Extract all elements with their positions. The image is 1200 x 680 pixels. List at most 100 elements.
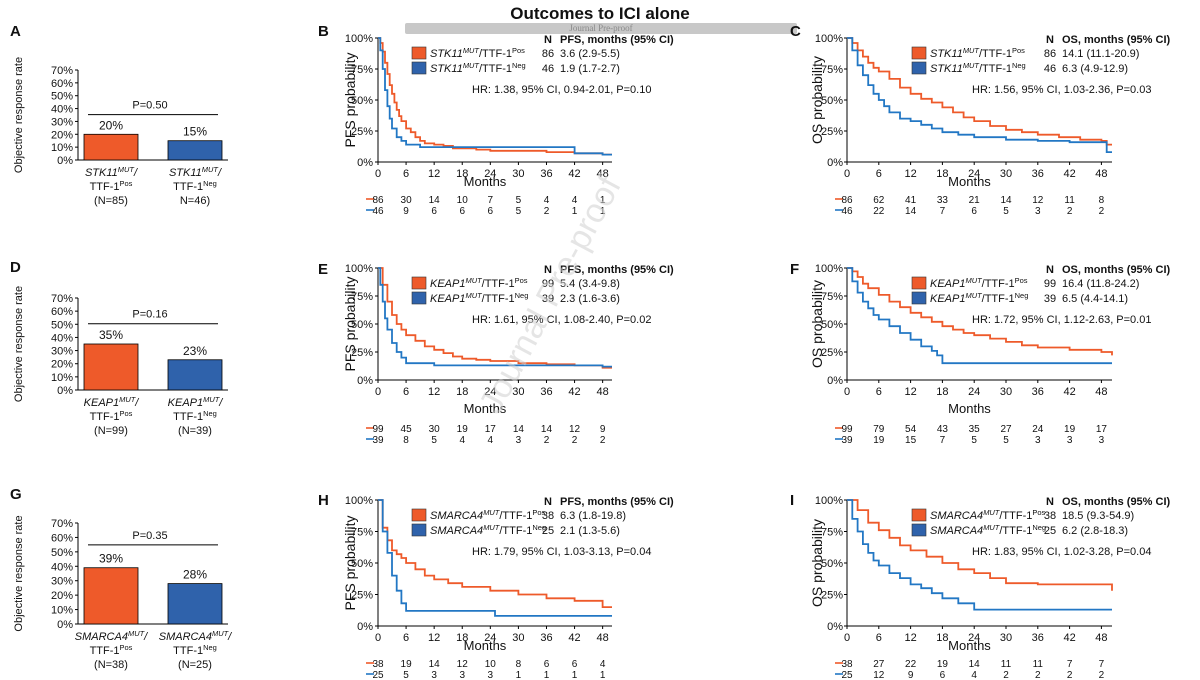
x-tick-label: 42 xyxy=(568,632,580,644)
hazard-ratio-text: HR: 1.38, 95% CI, 0.94-2.01, P=0.10 xyxy=(472,84,651,96)
x-tick-label: 36 xyxy=(540,632,552,644)
legend-n: 99 xyxy=(542,278,554,290)
risk-count: 38 xyxy=(841,659,853,670)
risk-count: 2 xyxy=(572,435,578,446)
risk-count: 15 xyxy=(905,435,917,446)
x-tick-label: 0 xyxy=(844,632,850,644)
legend-n: 38 xyxy=(542,510,554,522)
legend-swatch xyxy=(911,276,927,290)
risk-count: 7 xyxy=(488,195,494,206)
risk-count: 2 xyxy=(1003,670,1009,680)
legend-label: STK11MUT/TTF-1Neg xyxy=(430,61,526,75)
x-tick-label: 36 xyxy=(1032,168,1044,180)
legend-stat: 16.4 (11.8-24.2) xyxy=(1062,278,1139,290)
legend-n: 46 xyxy=(1044,63,1056,75)
x-tick-label: 42 xyxy=(568,168,580,180)
survival-curve xyxy=(378,499,612,608)
risk-count: 2 xyxy=(544,206,550,217)
risk-count: 3 xyxy=(1099,435,1105,446)
bar-panel-A: A0%10%20%30%40%50%60%70%Objective respon… xyxy=(10,23,228,207)
risk-count: 2 xyxy=(1067,206,1073,217)
x-tick-label: 6 xyxy=(876,632,882,644)
risk-count: 1 xyxy=(600,670,606,680)
legend-stat: 1.9 (1.7-2.7) xyxy=(560,63,620,75)
legend-n: 25 xyxy=(542,525,554,537)
x-tick-label: 6 xyxy=(403,168,409,180)
risk-count: 6 xyxy=(459,206,465,217)
risk-count: 43 xyxy=(937,424,949,435)
y-tick-label: 40% xyxy=(51,332,73,344)
x-tick-label: 36 xyxy=(540,168,552,180)
x-tick-label: 24 xyxy=(968,386,980,398)
legend-header-n: N xyxy=(544,496,552,508)
x-tick-label: 12 xyxy=(428,632,440,644)
x-tick-label: 30 xyxy=(1000,168,1012,180)
y-tick-label: 10% xyxy=(51,142,73,154)
legend-label: KEAP1MUT/TTF-1Pos xyxy=(430,276,528,290)
risk-count: 54 xyxy=(905,424,917,435)
legend-header-n: N xyxy=(1046,34,1054,46)
legend-header-stat: PFS, months (95% CI) xyxy=(560,496,674,508)
panel-letter: F xyxy=(790,261,799,278)
risk-count: 1 xyxy=(544,670,550,680)
x-tick-label: 12 xyxy=(904,632,916,644)
y-axis-label: PFS probability xyxy=(342,516,358,611)
x-tick-label: 6 xyxy=(403,386,409,398)
legend-stat: 6.5 (4.4-14.1) xyxy=(1062,293,1128,305)
y-tick-label: 0% xyxy=(827,621,843,633)
survival-curve xyxy=(378,499,612,617)
risk-count: 3 xyxy=(1067,435,1073,446)
risk-count: 9 xyxy=(403,206,409,217)
y-tick-label: 50% xyxy=(351,319,373,331)
panel-letter: E xyxy=(318,261,328,278)
x-tick-label: 48 xyxy=(1095,632,1107,644)
risk-count: 19 xyxy=(937,659,949,670)
risk-count: 14 xyxy=(1000,195,1012,206)
risk-count: 41 xyxy=(905,195,917,206)
risk-count: 2 xyxy=(1067,670,1073,680)
risk-count: 25 xyxy=(841,670,853,680)
bar-panel-G: G 0% 10% 20% 30% 40% 50% 60% 70% Objective respon… xyxy=(10,486,232,671)
risk-count: 1 xyxy=(600,195,606,206)
risk-count: 35 xyxy=(969,424,981,435)
risk-count: 7 xyxy=(940,435,946,446)
category-label-gene: STK11MUT/ xyxy=(85,165,138,179)
risk-count: 3 xyxy=(488,670,494,680)
legend-header-stat: OS, months (95% CI) xyxy=(1062,34,1171,46)
y-tick-label: 40% xyxy=(51,104,73,116)
y-axis-label: Objective response rate xyxy=(13,515,25,631)
x-tick-label: 42 xyxy=(1063,168,1075,180)
x-tick-label: 0 xyxy=(844,168,850,180)
y-tick-label: 60% xyxy=(51,78,73,90)
x-tick-label: 48 xyxy=(1095,386,1107,398)
risk-count: 14 xyxy=(541,424,553,435)
legend-label: SMARCA4MUT/TTF-1Neg xyxy=(430,523,546,537)
y-tick-label: 75% xyxy=(821,527,843,539)
y-tick-label: 100% xyxy=(815,33,843,45)
legend-swatch xyxy=(411,291,427,305)
legend-swatch xyxy=(411,46,427,60)
x-tick-label: 42 xyxy=(1063,632,1075,644)
bar-panel-D: D 0%10%20%30% 40%50%60%70% Objective respon… xyxy=(10,259,228,437)
x-tick-label: 48 xyxy=(597,168,609,180)
risk-count: 6 xyxy=(544,659,550,670)
y-tick-label: 60% xyxy=(51,532,73,544)
x-tick-label: 18 xyxy=(936,632,948,644)
x-tick-label: 30 xyxy=(1000,632,1012,644)
x-tick-label: 48 xyxy=(597,632,609,644)
risk-count: 9 xyxy=(600,424,606,435)
legend-header-n: N xyxy=(1046,496,1054,508)
survival-curve xyxy=(847,499,1113,591)
risk-count: 86 xyxy=(841,195,853,206)
legend-header-stat: PFS, months (95% CI) xyxy=(560,34,674,46)
risk-count: 33 xyxy=(937,195,949,206)
risk-count: 24 xyxy=(1032,424,1044,435)
panel-letter: B xyxy=(318,23,329,40)
p-value-label: P=0.50 xyxy=(132,100,167,112)
legend-swatch xyxy=(911,46,927,60)
x-axis-label: Months xyxy=(948,401,991,416)
y-axis-label: Objective response rate xyxy=(13,286,25,402)
survival-curve xyxy=(847,37,1112,153)
survival-curve xyxy=(847,267,1113,356)
risk-count: 2 xyxy=(1099,206,1105,217)
